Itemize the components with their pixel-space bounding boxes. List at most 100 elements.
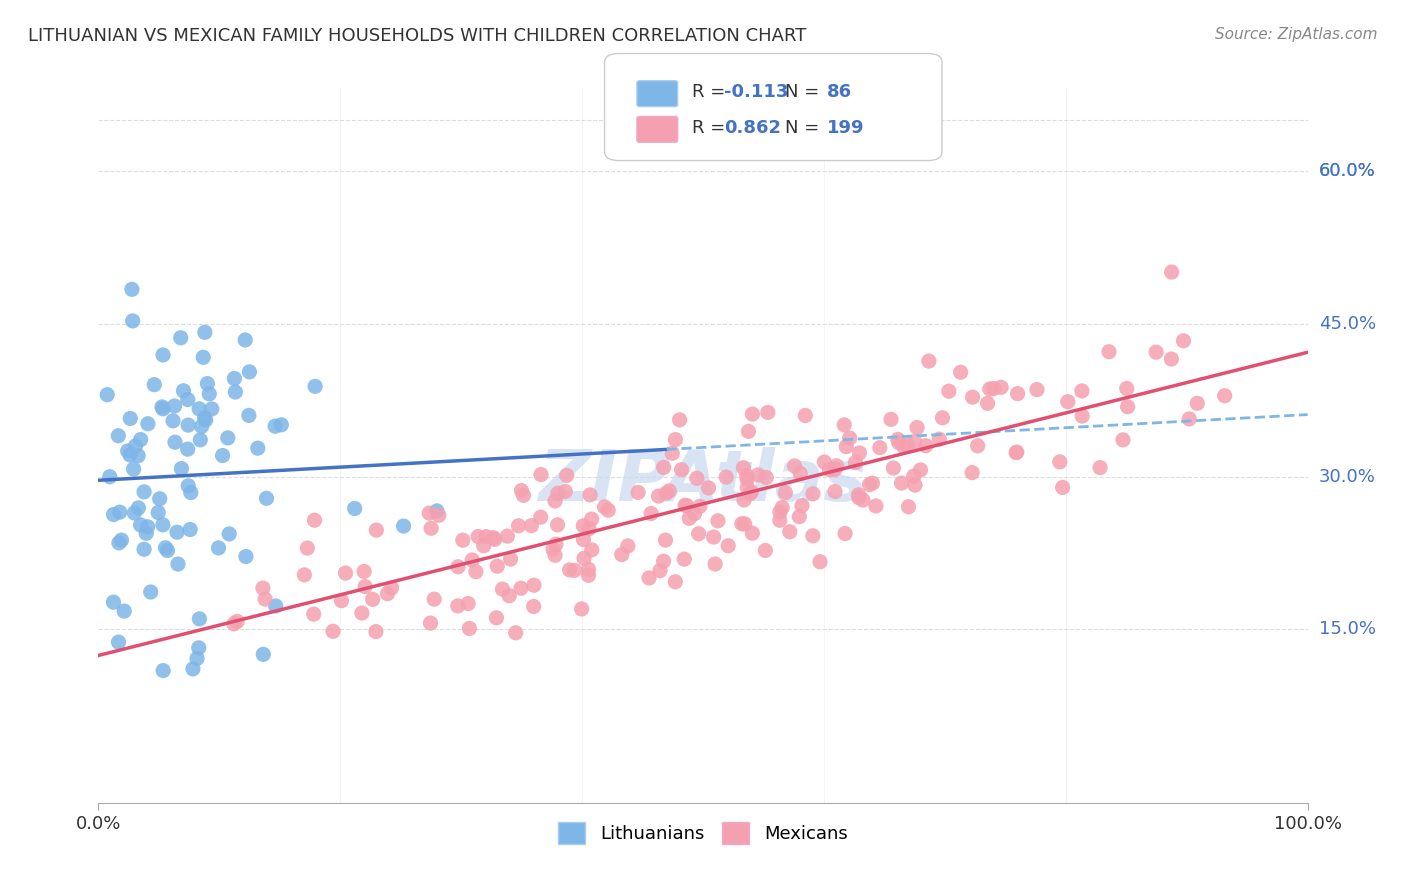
Point xyxy=(224,371,246,385)
Point xyxy=(717,539,740,553)
Point xyxy=(496,529,519,543)
Point xyxy=(617,539,640,553)
Point xyxy=(905,420,928,434)
Point xyxy=(887,433,910,447)
Point xyxy=(890,476,912,491)
Point xyxy=(571,602,593,616)
Point xyxy=(186,651,208,665)
Point xyxy=(882,461,904,475)
Point xyxy=(505,625,527,640)
Point xyxy=(1144,345,1167,359)
Point xyxy=(107,428,129,442)
Point xyxy=(498,589,520,603)
Point xyxy=(188,433,211,447)
Point xyxy=(392,519,415,533)
Text: 60.0%: 60.0% xyxy=(1319,161,1375,180)
Point xyxy=(458,622,481,636)
Point xyxy=(156,543,179,558)
Point xyxy=(472,539,495,553)
Point xyxy=(789,467,811,481)
Point xyxy=(661,446,683,460)
Point xyxy=(264,419,287,434)
Point xyxy=(124,439,146,453)
Point xyxy=(1213,389,1236,403)
Text: 15.0%: 15.0% xyxy=(1319,621,1375,639)
Point xyxy=(731,516,754,531)
Point xyxy=(686,471,709,485)
Point xyxy=(457,597,479,611)
Point xyxy=(887,435,910,450)
Legend: Lithuanians, Mexicans: Lithuanians, Mexicans xyxy=(551,814,855,851)
Point xyxy=(579,488,602,502)
Point xyxy=(103,508,125,522)
Point xyxy=(1098,344,1121,359)
Point xyxy=(610,548,633,562)
Point xyxy=(714,470,737,484)
Point xyxy=(127,500,149,515)
Point xyxy=(170,331,193,345)
Point xyxy=(741,526,763,541)
Point xyxy=(688,526,710,541)
Point xyxy=(447,559,470,574)
Point xyxy=(673,498,696,512)
Point xyxy=(162,414,184,428)
Point xyxy=(163,399,186,413)
Point xyxy=(252,648,274,662)
Point xyxy=(188,612,211,626)
Point xyxy=(1088,460,1111,475)
Point xyxy=(673,552,696,566)
Point xyxy=(928,432,950,446)
Point xyxy=(167,557,190,571)
Point xyxy=(381,581,404,595)
Point xyxy=(581,512,603,526)
Point xyxy=(554,484,576,499)
Point xyxy=(547,517,569,532)
Point xyxy=(704,557,727,571)
Point xyxy=(735,481,758,495)
Point xyxy=(544,494,567,508)
Point xyxy=(862,476,884,491)
Point xyxy=(1112,433,1135,447)
Point xyxy=(858,477,880,491)
Point xyxy=(740,485,762,500)
Point xyxy=(177,392,200,407)
Point xyxy=(512,488,534,502)
Point xyxy=(246,441,269,455)
Point xyxy=(132,484,155,499)
Point xyxy=(770,500,793,515)
Point xyxy=(648,564,671,578)
Point xyxy=(983,382,1005,396)
Point xyxy=(654,533,676,548)
Point xyxy=(120,411,142,425)
Point xyxy=(904,434,927,449)
Point xyxy=(990,380,1012,394)
Point xyxy=(201,401,224,416)
Point xyxy=(143,377,166,392)
Point xyxy=(121,282,143,296)
Point xyxy=(485,611,508,625)
Text: 0.862: 0.862 xyxy=(724,119,782,136)
Point xyxy=(353,565,375,579)
Text: R =: R = xyxy=(692,83,731,101)
Point xyxy=(122,462,145,476)
Point xyxy=(593,500,616,514)
Point xyxy=(423,592,446,607)
Text: -0.113: -0.113 xyxy=(724,83,789,101)
Text: 45.0%: 45.0% xyxy=(1319,315,1376,333)
Point xyxy=(735,472,758,486)
Point xyxy=(136,417,159,431)
Point xyxy=(322,624,344,639)
Point xyxy=(188,401,211,416)
Point xyxy=(304,513,326,527)
Point xyxy=(910,463,932,477)
Point xyxy=(678,511,700,525)
Point xyxy=(541,542,564,557)
Point xyxy=(904,478,927,492)
Point xyxy=(464,565,486,579)
Point xyxy=(564,563,586,577)
Point xyxy=(966,439,988,453)
Point xyxy=(652,554,675,568)
Point xyxy=(166,525,188,540)
Point xyxy=(697,481,720,495)
Point xyxy=(427,508,450,523)
